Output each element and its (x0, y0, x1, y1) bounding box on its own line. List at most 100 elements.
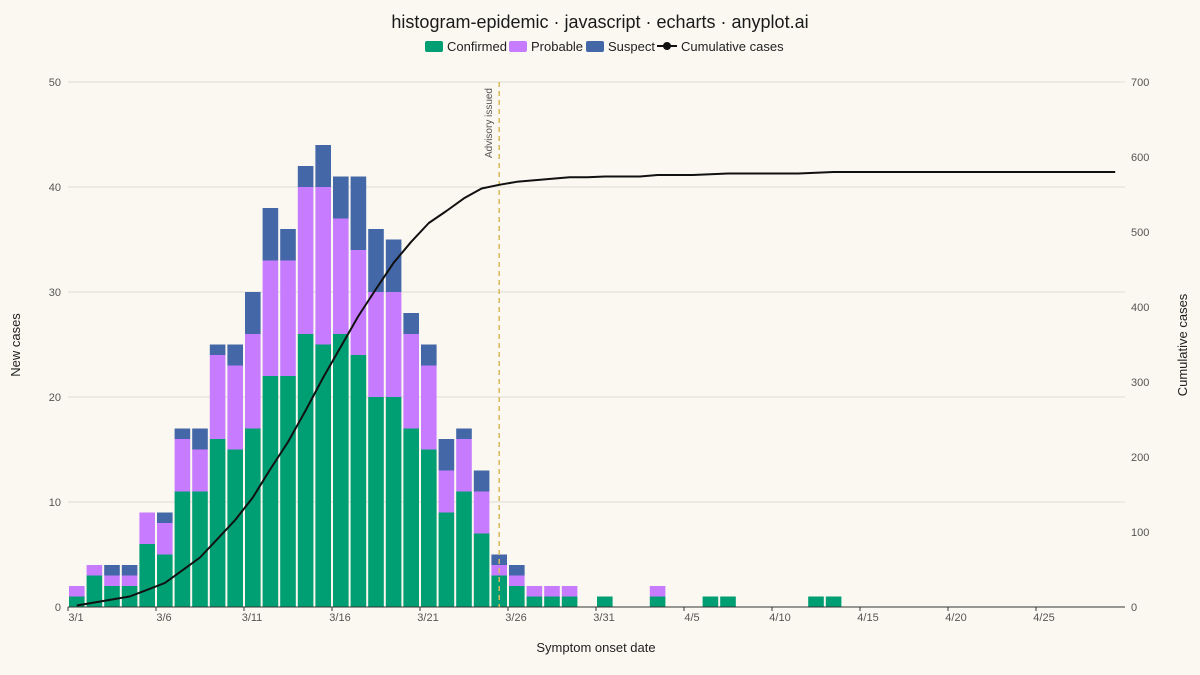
bar-confirmed-3-31[interactable] (597, 596, 613, 608)
bar-probable-3-19[interactable] (385, 292, 402, 397)
bar-probable-3-13[interactable] (280, 260, 296, 377)
legend-swatch-confirmed[interactable] (425, 41, 443, 52)
bar-probable-3-26[interactable] (509, 575, 525, 587)
bar-probable-3-12[interactable] (262, 260, 279, 377)
bar-confirmed-3-19[interactable] (385, 397, 402, 607)
bar-confirmed-3-8[interactable] (192, 491, 208, 608)
bar-suspect-3-16[interactable] (333, 176, 349, 219)
bar-probable-3-8[interactable] (192, 449, 208, 492)
bar-probable-3-6[interactable] (157, 523, 173, 555)
bar-probable-3-18[interactable] (368, 292, 384, 397)
bar-confirmed-3-28[interactable] (544, 596, 560, 608)
y-tick-label: 20 (49, 392, 61, 404)
bar-probable-3-29[interactable] (561, 586, 578, 597)
bar-confirmed-3-22[interactable] (438, 512, 455, 608)
bar-suspect-3-15[interactable] (315, 145, 331, 187)
bar-confirmed-3-14[interactable] (297, 334, 314, 607)
bar-probable-3-14[interactable] (297, 187, 314, 334)
bar-confirmed-3-18[interactable] (368, 397, 384, 607)
y2-tick-label: 400 (1131, 302, 1149, 314)
bar-confirmed-3-24[interactable] (473, 533, 490, 608)
bar-probable-3-11[interactable] (245, 334, 261, 429)
bar-probable-3-9[interactable] (209, 355, 226, 439)
cumulative-cases-line[interactable] (76, 171, 1116, 607)
legend-swatch-suspect[interactable] (586, 41, 604, 52)
bar-suspect-3-12[interactable] (262, 208, 279, 261)
x-tick-label: 4/10 (769, 612, 790, 624)
bar-confirmed-4-7[interactable] (720, 596, 736, 608)
bar-confirmed-3-16[interactable] (333, 334, 349, 607)
bar-confirmed-3-3[interactable] (104, 586, 120, 607)
bar-probable-3-5[interactable] (139, 512, 155, 545)
bar-confirmed-3-27[interactable] (526, 596, 543, 608)
bar-suspect-3-11[interactable] (245, 292, 261, 334)
bar-probable-3-2[interactable] (86, 565, 103, 576)
bar-confirmed-3-26[interactable] (509, 586, 525, 607)
bar-probable-3-7[interactable] (174, 439, 191, 492)
advisory-annotation: Advisory issued (484, 82, 500, 607)
bar-probable-3-23[interactable] (456, 439, 472, 492)
bar-probable-3-4[interactable] (121, 575, 138, 587)
bar-suspect-3-8[interactable] (192, 428, 208, 450)
bar-suspect-3-3[interactable] (104, 565, 120, 576)
bar-probable-3-28[interactable] (544, 586, 560, 597)
bar-confirmed-3-15[interactable] (315, 344, 331, 608)
legend-swatch-probable[interactable] (509, 41, 527, 52)
bar-probable-3-22[interactable] (438, 470, 455, 513)
bar-confirmed-3-9[interactable] (209, 439, 226, 607)
bar-probable-3-1[interactable] (69, 586, 85, 597)
legend-label-cumulative[interactable]: Cumulative cases (681, 39, 784, 54)
bar-suspect-3-4[interactable] (121, 565, 138, 576)
bar-confirmed-3-29[interactable] (561, 596, 578, 608)
bar-probable-3-16[interactable] (333, 218, 349, 335)
bar-suspect-3-22[interactable] (438, 439, 455, 471)
bar-suspect-3-20[interactable] (403, 313, 419, 334)
bar-confirmed-3-11[interactable] (245, 428, 261, 608)
legend-label-probable[interactable]: Probable (531, 39, 583, 54)
bar-probable-4-3[interactable] (649, 586, 666, 597)
bar-confirmed-3-12[interactable] (262, 376, 279, 607)
bar-suspect-3-24[interactable] (473, 470, 490, 492)
bar-suspect-3-9[interactable] (209, 344, 226, 356)
bar-suspect-3-7[interactable] (174, 428, 191, 440)
bar-confirmed-3-10[interactable] (227, 449, 243, 608)
bar-suspect-3-6[interactable] (157, 512, 173, 524)
bar-suspect-3-18[interactable] (368, 229, 384, 292)
bar-suspect-3-10[interactable] (227, 344, 243, 366)
bar-suspect-3-14[interactable] (297, 166, 314, 187)
bar-probable-3-10[interactable] (227, 365, 243, 450)
legend-label-confirmed[interactable]: Confirmed (447, 39, 507, 54)
bar-confirmed-3-7[interactable] (174, 491, 191, 608)
bar-probable-3-17[interactable] (350, 250, 367, 355)
bar-suspect-3-19[interactable] (385, 239, 402, 293)
bar-suspect-3-17[interactable] (350, 176, 367, 251)
bar-confirmed-3-20[interactable] (403, 428, 419, 608)
bar-probable-3-27[interactable] (526, 586, 543, 597)
bar-confirmed-3-23[interactable] (456, 491, 472, 608)
bar-confirmed-3-2[interactable] (86, 575, 103, 608)
legend-label-suspect[interactable]: Suspect (608, 39, 655, 54)
bar-confirmed-3-1[interactable] (69, 596, 85, 608)
bar-probable-3-3[interactable] (104, 575, 120, 587)
bar-confirmed-4-6[interactable] (702, 596, 719, 608)
bar-confirmed-4-3[interactable] (649, 596, 666, 608)
bar-confirmed-3-13[interactable] (280, 376, 296, 607)
bar-confirmed-3-5[interactable] (139, 544, 155, 607)
bar-suspect-3-23[interactable] (456, 428, 472, 440)
gridlines (68, 81, 1125, 503)
bar-confirmed-3-17[interactable] (350, 355, 367, 607)
bar-suspect-3-21[interactable] (421, 344, 437, 366)
bar-suspect-3-26[interactable] (509, 565, 525, 576)
bar-confirmed-4-12[interactable] (808, 596, 824, 608)
bar-probable-3-15[interactable] (315, 187, 331, 345)
bar-probable-3-24[interactable] (473, 491, 490, 534)
bar-probable-3-20[interactable] (403, 334, 419, 429)
bar-confirmed-3-25[interactable] (491, 575, 507, 608)
bar-probable-3-21[interactable] (421, 365, 437, 450)
legend-marker-cumulative[interactable] (663, 42, 671, 50)
bar-suspect-3-13[interactable] (280, 229, 296, 261)
bar-confirmed-4-13[interactable] (825, 596, 842, 608)
bar-confirmed-3-21[interactable] (421, 449, 437, 608)
bar-confirmed-3-6[interactable] (157, 554, 173, 608)
